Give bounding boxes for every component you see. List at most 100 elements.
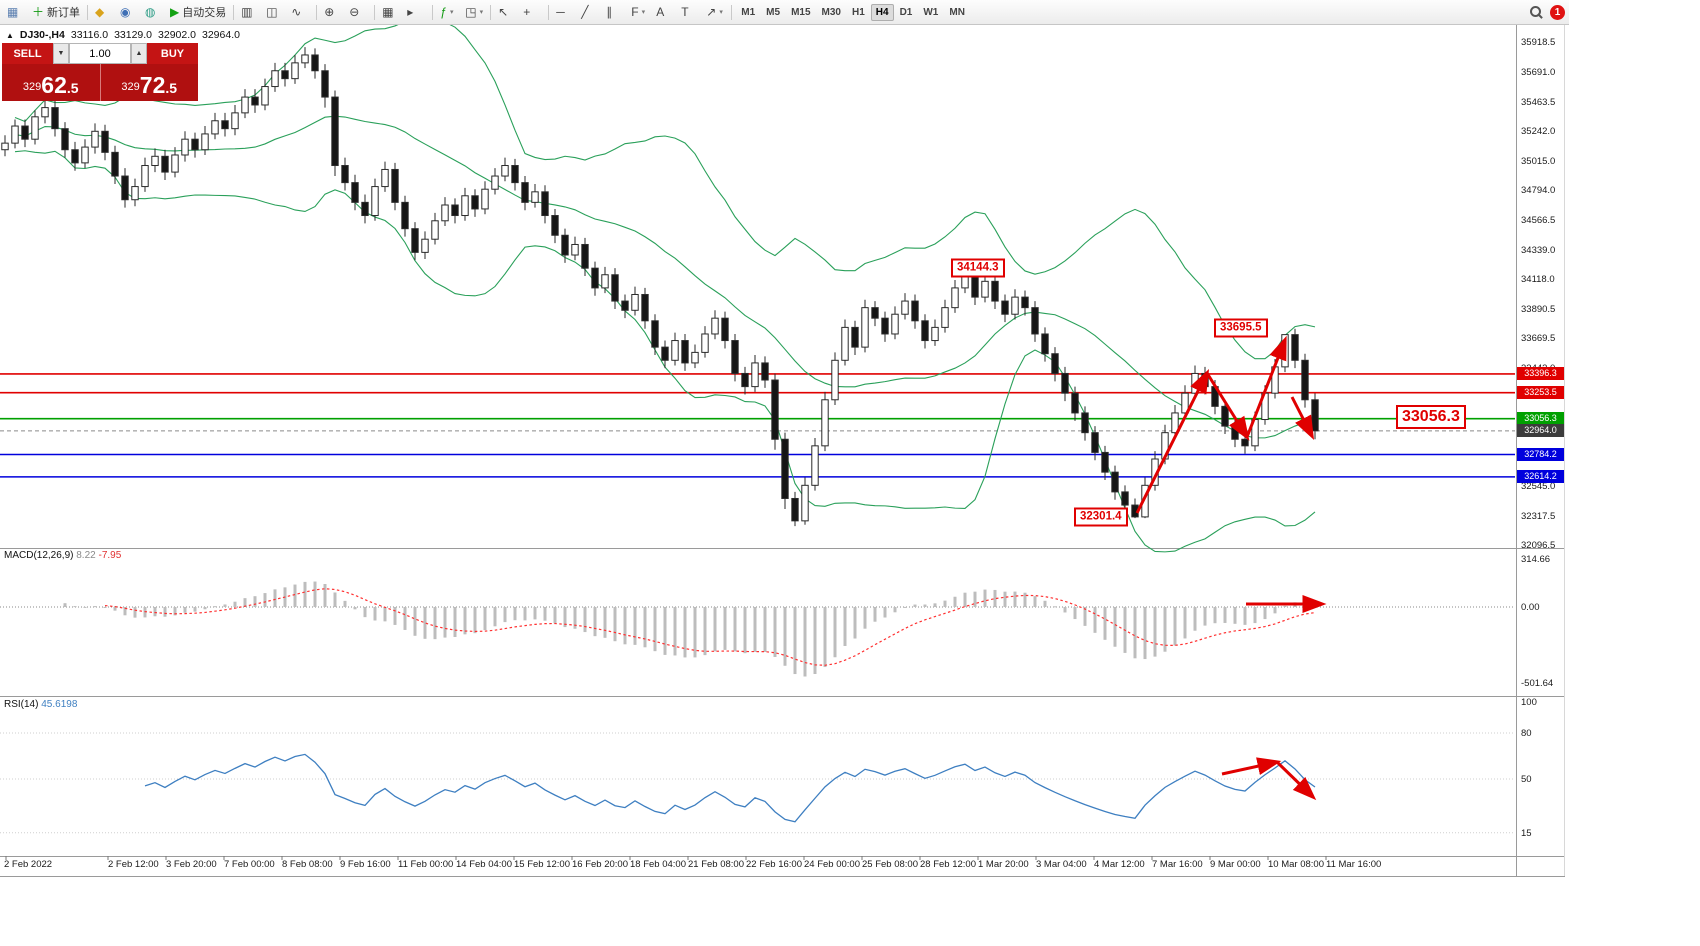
time-axis-label: 11 Mar 16:00: [1326, 859, 1382, 870]
search-icon[interactable]: [1529, 5, 1543, 19]
time-axis-label: 21 Feb 08:00: [688, 859, 744, 870]
price-axis-label: 35691.0: [1521, 66, 1556, 78]
time-axis-label: 2 Feb 12:00: [108, 859, 159, 870]
sell-button[interactable]: SELL: [2, 43, 53, 64]
price-axis-marker: 33253.5: [1517, 386, 1564, 400]
chart-canvas[interactable]: [0, 24, 1700, 946]
tile-windows-icon[interactable]: ▦: [379, 2, 403, 22]
timeframe-mn[interactable]: MN: [949, 6, 965, 18]
label-icon[interactable]: T: [678, 2, 702, 22]
timeframe-d1[interactable]: D1: [899, 6, 913, 18]
line-chart-icon: ∿: [291, 5, 302, 19]
macd-value: 8.22: [76, 550, 96, 561]
toolbar-separator: [490, 4, 492, 20]
channel-icon[interactable]: ∥: [603, 2, 627, 22]
price-axis-label: 35242.0: [1521, 126, 1556, 138]
bar-chart-icon[interactable]: ▥: [238, 2, 262, 22]
timeframe-w1[interactable]: W1: [923, 6, 939, 18]
toolbar-separator: [87, 4, 89, 20]
deposit-icon[interactable]: ◆: [92, 2, 116, 22]
price-axis-label: 34566.5: [1521, 214, 1556, 226]
buy-price-big: 72: [139, 72, 166, 98]
timeframe-m30[interactable]: M30: [821, 6, 841, 18]
community-icon[interactable]: ◍: [142, 2, 166, 22]
cursor-icon[interactable]: ↖: [495, 2, 519, 22]
sell-price[interactable]: 329 62.5: [2, 64, 100, 101]
deposit-icon: ◆: [95, 5, 105, 19]
profile-icon[interactable]: ◉: [117, 2, 141, 22]
timeframe-h4[interactable]: H4: [870, 3, 894, 21]
volume-input[interactable]: 1.00: [69, 43, 131, 64]
indicators-icon[interactable]: ƒ ▾: [437, 2, 461, 22]
toolbar-separator: [233, 4, 235, 20]
time-axis-label: 8 Feb 08:00: [282, 859, 333, 870]
volume-decrease-button[interactable]: ▼: [53, 43, 69, 64]
arrows-icon[interactable]: ↗ ▾: [703, 2, 727, 22]
dropdown-caret-icon: ▾: [449, 9, 454, 16]
trendline-icon[interactable]: ╱: [578, 2, 602, 22]
toolbar-separator: [374, 4, 376, 20]
time-axis-label: 10 Mar 08:00: [1268, 859, 1324, 870]
price-axis-label: 35918.5: [1521, 37, 1556, 48]
new-order-button: ＋: [32, 5, 45, 19]
label-icon: T: [681, 5, 689, 19]
timeframe-m5[interactable]: M5: [766, 6, 781, 18]
buy-price[interactable]: 329 72.5: [101, 64, 199, 101]
chart-shift-icon[interactable]: ▸: [404, 2, 428, 22]
sell-price-suffix: .5: [66, 79, 79, 96]
time-axis-label: 1 Mar 20:00: [978, 859, 1029, 870]
new-order-button[interactable]: ＋新订单: [29, 2, 83, 22]
volume-increase-button[interactable]: ▲: [131, 43, 147, 64]
objects-icon: ◳: [465, 5, 477, 19]
buy-button[interactable]: BUY: [147, 43, 198, 64]
dropdown-caret-icon: ▾: [719, 9, 723, 16]
auto-trading-button[interactable]: ▶ 自动交易: [167, 2, 229, 22]
dropdown-caret-icon: ▾: [641, 9, 646, 16]
notification-badge[interactable]: 1: [1550, 4, 1565, 20]
new-chart-icon: ▦: [7, 5, 19, 19]
time-axis-label: 24 Feb 00:00: [804, 859, 860, 870]
zoom-in-icon: ⊕: [324, 5, 335, 19]
new-chart-icon[interactable]: ▦: [4, 2, 28, 22]
annotation-price-label: 33056.3: [1396, 405, 1466, 429]
zoom-in-icon[interactable]: ⊕: [321, 2, 345, 22]
horizontal-line-icon[interactable]: ─: [553, 2, 577, 22]
time-axis-label: 7 Feb 00:00: [224, 859, 275, 870]
ohlc-high: 33129.0: [114, 29, 153, 41]
fibonacci-icon[interactable]: F ▾: [628, 2, 652, 22]
toolbar-separator: [731, 4, 733, 20]
time-axis-label: 22 Feb 16:00: [746, 859, 802, 870]
channel-icon: ∥: [606, 5, 613, 19]
rsi-label: RSI(14) 45.6198: [4, 699, 77, 710]
text-icon: A: [656, 5, 665, 19]
sell-price-big: 62: [41, 72, 67, 98]
time-axis-label: 16 Feb 20:00: [572, 859, 628, 870]
zoom-out-icon: ⊖: [349, 5, 360, 19]
line-chart-icon[interactable]: ∿: [288, 2, 312, 22]
macd-label: MACD(12,26,9) 8.22 -7.95: [4, 550, 121, 561]
fibonacci-icon: F: [631, 5, 639, 19]
arrows-icon: ↗: [706, 5, 717, 19]
rsi-name: RSI(14): [4, 699, 39, 710]
bar-chart-icon: ▥: [241, 5, 253, 19]
objects-icon[interactable]: ◳ ▾: [462, 2, 486, 22]
sell-price-prefix: 329: [22, 81, 42, 94]
price-divider: [99, 64, 101, 101]
timeframe-m15[interactable]: M15: [791, 6, 811, 18]
rsi-axis-label: 100: [1521, 697, 1537, 709]
timeframe-h1[interactable]: H1: [851, 6, 865, 18]
annotation-price-label: 34144.3: [951, 258, 1005, 278]
text-icon[interactable]: A: [653, 2, 677, 22]
zoom-out-icon[interactable]: ⊖: [346, 2, 370, 22]
time-axis-label: 4 Mar 12:00: [1094, 859, 1145, 870]
price-axis-label: 34794.0: [1521, 184, 1556, 196]
price-axis-label: 32545.0: [1521, 480, 1556, 492]
timeframe-m1[interactable]: M1: [741, 6, 756, 18]
toolbar: ▦ ＋新订单 ◆ ◉ ◍ ▶ 自动交易 ▥ ◫ ∿ ⊕ ⊖ ▦ ▸ ƒ ▾ ◳ ▾ ↖ + ─ ╱ ∥ F ▾ A T ↗ ▾ M1 M5 M…: [0, 0, 1569, 25]
trendline-icon: ╱: [581, 5, 589, 19]
candlestick-chart-icon[interactable]: ◫: [263, 2, 287, 22]
crosshair-icon: +: [523, 5, 531, 19]
symbol-title: DJ30-,H4: [19, 29, 65, 41]
crosshair-icon[interactable]: +: [520, 2, 544, 22]
